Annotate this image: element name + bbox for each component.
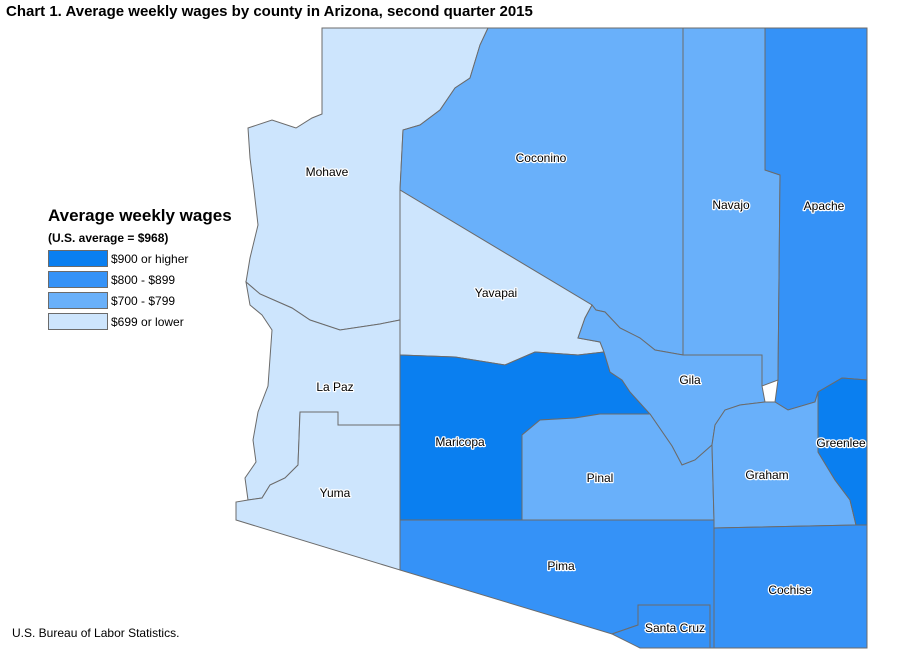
source-note: U.S. Bureau of Labor Statistics. [12,626,180,640]
legend-swatch [48,250,108,267]
label-la-paz: La Paz [316,380,353,394]
legend-label: $800 - $899 [111,272,176,287]
label-yavapai: Yavapai [475,286,517,300]
legend: Average weekly wages (U.S. average = $96… [48,206,232,332]
label-navajo: Navajo [712,198,750,212]
legend-label: $699 or lower [111,314,184,329]
county-yuma[interactable] [235,411,401,571]
label-gila: Gila [679,373,701,387]
legend-item: $699 or lower [48,311,232,332]
label-coconino: Coconino [516,151,567,165]
label-graham: Graham [745,468,788,482]
legend-title: Average weekly wages [48,206,232,225]
label-greenlee: Greenlee [816,436,866,450]
legend-label: $900 or higher [111,251,189,266]
label-santa-cruz: Santa Cruz [645,621,705,635]
chart-title: Chart 1. Average weekly wages by county … [6,3,533,20]
legend-swatch [48,292,108,309]
label-apache: Apache [804,199,845,213]
county-apache[interactable] [764,27,868,411]
legend-item: $700 - $799 [48,290,232,311]
legend-item: $900 or higher [48,248,232,269]
label-cochise: Cochise [768,583,812,597]
label-maricopa: Maricopa [435,435,485,449]
county-santa-cruz[interactable] [610,604,711,649]
label-pima: Pima [547,559,575,573]
legend-label: $700 - $799 [111,293,176,308]
label-mohave: Mohave [306,165,349,179]
legend-item: $800 - $899 [48,269,232,290]
label-yuma: Yuma [320,486,351,500]
county-cochise[interactable] [713,524,868,649]
label-pinal: Pinal [587,471,614,485]
legend-swatch [48,313,108,330]
legend-swatch [48,271,108,288]
legend-subtitle: (U.S. average = $968) [48,231,169,245]
